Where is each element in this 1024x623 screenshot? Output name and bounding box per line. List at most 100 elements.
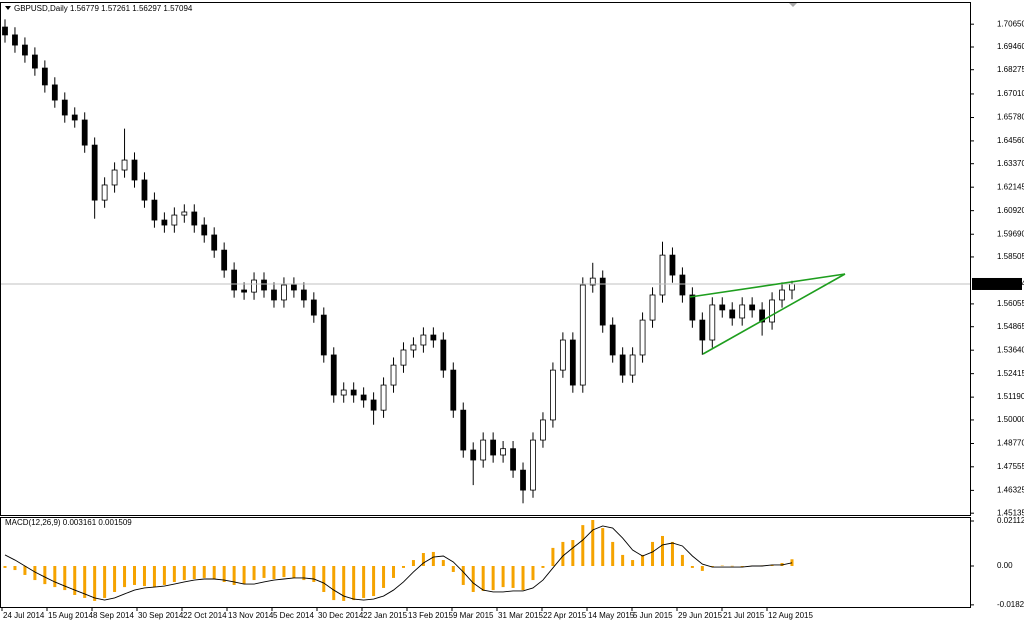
last-price-box xyxy=(972,277,1022,290)
macd-bar xyxy=(611,541,615,567)
macd-bar xyxy=(103,566,107,598)
candle-body xyxy=(530,439,536,491)
macd-bar xyxy=(212,566,216,579)
candle-body xyxy=(410,344,417,351)
y-tick-label: 1.48770 xyxy=(997,439,1024,448)
last-price-label: 1.57094 xyxy=(997,279,1024,288)
macd-bar xyxy=(680,554,684,567)
y-tick-label: 1.50000 xyxy=(997,415,1024,424)
macd-bar xyxy=(690,566,694,568)
candle-body xyxy=(241,289,247,293)
macd-bar xyxy=(342,566,346,601)
candle-body xyxy=(61,99,68,116)
candle-body xyxy=(211,234,218,251)
macd-bar xyxy=(312,566,316,582)
macd-bar xyxy=(93,566,97,601)
macd-bar xyxy=(162,566,166,585)
y-tick-label: 1.58505 xyxy=(997,252,1024,261)
y-tick-label: 1.56055 xyxy=(997,299,1024,308)
macd-bar xyxy=(242,566,246,585)
macd-bar xyxy=(83,566,87,598)
macd-bar xyxy=(113,566,117,592)
macd-bar xyxy=(282,566,286,578)
x-tick-label: 13 Feb 2015 xyxy=(408,611,453,620)
candle-body xyxy=(579,284,586,386)
candle-body xyxy=(510,448,516,471)
y-tick-label: 1.69460 xyxy=(997,42,1024,51)
y-tick-label: 1.46325 xyxy=(997,485,1024,494)
signal-line xyxy=(4,525,793,601)
candle-body xyxy=(589,277,596,286)
candle-body xyxy=(22,44,28,56)
candle-body xyxy=(739,304,746,319)
macd-bar xyxy=(272,566,276,579)
macd-bar xyxy=(551,547,555,567)
candle-body xyxy=(330,354,337,396)
candle-body xyxy=(480,439,487,461)
marks: 1.70650 1.69460 1.68275 1.67010 1.65780 1.645… xyxy=(1,19,1024,620)
x-tick-label: 15 Aug 2014 xyxy=(48,611,93,620)
candle-body xyxy=(111,169,118,186)
macd-bar xyxy=(501,566,505,588)
macd-bar xyxy=(631,560,635,567)
candle-body xyxy=(599,277,606,326)
candle-body xyxy=(51,84,58,101)
candle-body xyxy=(759,309,766,323)
x-tick-label: 22 Jan 2015 xyxy=(363,611,408,620)
macd-bar xyxy=(292,566,296,578)
candle-body xyxy=(550,369,556,421)
y-tick-label: 1.51190 xyxy=(997,392,1024,401)
y-tick-label: 0.021129 xyxy=(997,516,1024,525)
candle-body xyxy=(121,159,128,171)
x-tick-label: 5 Dec 2014 xyxy=(273,611,314,620)
macd-bar xyxy=(421,553,425,567)
candle-body xyxy=(2,26,8,36)
candle-body xyxy=(639,319,646,356)
x-tick-label: 9 Mar 2015 xyxy=(453,611,494,620)
candle-body xyxy=(689,294,696,321)
trendline-lower[interactable] xyxy=(702,273,846,355)
macd-bar xyxy=(13,566,17,571)
macd-bar xyxy=(302,566,306,581)
macd-bar xyxy=(63,566,67,591)
macd-bar xyxy=(262,566,266,578)
macd-bar xyxy=(621,554,625,567)
candle-body xyxy=(659,254,666,296)
x-tick-label: 21 Jul 2015 xyxy=(723,611,765,620)
y-tick-label: 1.65780 xyxy=(997,113,1024,122)
candle-body xyxy=(719,304,726,311)
y-tick-label: 1.54865 xyxy=(997,322,1024,331)
y-tick-label: 1.63370 xyxy=(997,159,1024,168)
candle-body xyxy=(460,409,467,451)
candle-body xyxy=(221,249,228,271)
candle-body xyxy=(779,289,785,301)
candle-body xyxy=(181,211,188,216)
macd-bar xyxy=(571,540,575,567)
candle-body xyxy=(191,211,198,226)
candle-body xyxy=(131,159,138,181)
trendline-upper[interactable] xyxy=(689,273,846,298)
macd-bar xyxy=(232,566,236,585)
candle-body xyxy=(769,299,775,323)
candle-body xyxy=(300,289,307,301)
macd-bar xyxy=(700,566,704,571)
candle-body xyxy=(609,324,616,356)
candle-body xyxy=(679,274,686,296)
macd-bar xyxy=(581,525,585,567)
macd-bar xyxy=(73,566,77,595)
candle-body xyxy=(619,354,626,376)
candle-body xyxy=(789,283,795,291)
y-tick-label: 1.53640 xyxy=(997,345,1024,354)
candle-body xyxy=(350,389,357,396)
x-tick-label: 30 Sep 2014 xyxy=(138,611,184,620)
x-tick-label: 30 Dec 2014 xyxy=(318,611,364,620)
menu-arrow[interactable] xyxy=(5,6,11,10)
candle-body xyxy=(161,219,168,226)
macd-bar xyxy=(720,565,724,567)
macd-bar xyxy=(441,560,445,567)
macd-bar xyxy=(561,541,565,567)
candle-body xyxy=(31,54,38,69)
x-tick-label: 22 Oct 2014 xyxy=(183,611,227,620)
candle-body xyxy=(370,399,377,411)
